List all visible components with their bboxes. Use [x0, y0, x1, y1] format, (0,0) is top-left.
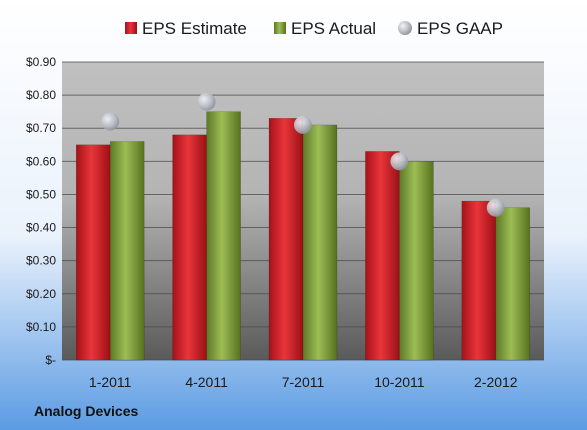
y-tick-label: $0.50 [26, 187, 56, 201]
legend-item-eps-estimate: EPS Estimate [125, 19, 247, 38]
marker-eps-gaap [101, 112, 120, 131]
bar-eps-actual [302, 124, 338, 361]
marker-eps-gaap [294, 115, 312, 134]
y-tick-label: $0.40 [26, 221, 56, 235]
legend-label-eps-actual: EPS Actual [291, 19, 376, 38]
bars [75, 111, 531, 361]
y-tick-label: $0.60 [26, 154, 56, 168]
y-tick-label: $0.10 [26, 320, 56, 334]
marker-eps-gaap [390, 152, 409, 171]
x-tick-label: 4-2011 [185, 374, 228, 390]
x-tick-label: 10-2011 [374, 374, 425, 390]
legend-swatch-eps-actual [274, 22, 286, 34]
x-tick-label: 7-2011 [282, 374, 325, 390]
legend-swatch-eps-gaap [398, 21, 412, 35]
y-axis-tick-labels: $- $0.10 $0.20 $0.30 $0.40 $0.50 $0.60 $0.70 $0.… [26, 55, 56, 367]
legend-item-eps-gaap: EPS GAAP [398, 19, 503, 38]
y-tick-label: $0.70 [26, 121, 56, 135]
company-label: Analog Devices [34, 403, 138, 419]
y-tick-label: $0.90 [26, 55, 56, 69]
y-tick-label: $0.20 [26, 287, 56, 301]
y-tick-label: $0.30 [26, 254, 56, 268]
bar-eps-estimate [268, 118, 304, 361]
bar-eps-estimate [461, 200, 497, 361]
legend-label-eps-estimate: EPS Estimate [142, 19, 247, 38]
bar-eps-estimate [365, 151, 400, 361]
bar-eps-actual [399, 161, 434, 361]
y-tick-label: $- [45, 353, 56, 367]
legend-label-eps-gaap: EPS GAAP [417, 19, 503, 38]
x-axis-tick-labels: 1-2011 4-2011 7-2011 10-2011 2-2012 [89, 374, 518, 390]
x-tick-label: 1-2011 [89, 374, 132, 390]
bar-eps-actual [206, 111, 241, 361]
bar-eps-actual [495, 207, 531, 361]
x-tick-label: 2-2012 [474, 374, 518, 390]
y-tick-label: $0.80 [26, 88, 56, 102]
gaap-markers [101, 92, 505, 217]
bar-eps-actual [109, 141, 145, 361]
marker-eps-gaap [486, 198, 505, 217]
legend-item-eps-actual: EPS Actual [274, 19, 376, 38]
bar-eps-estimate [172, 134, 207, 361]
marker-eps-gaap [197, 92, 216, 111]
legend-swatch-eps-estimate [125, 22, 137, 34]
legend: EPS Estimate EPS Actual EPS GAAP [125, 19, 503, 38]
bar-eps-estimate [75, 144, 111, 361]
